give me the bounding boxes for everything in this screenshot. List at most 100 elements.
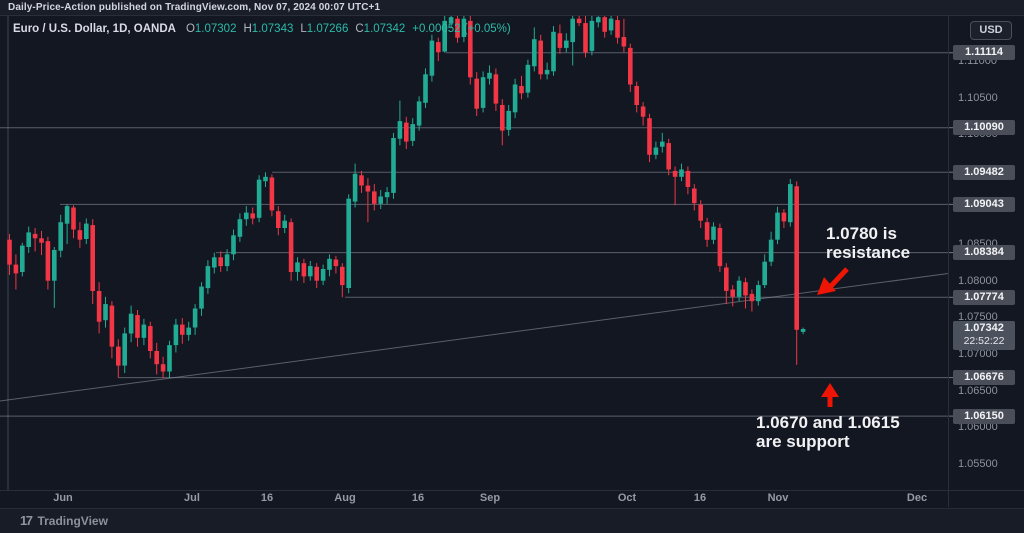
horizontal-price-lines[interactable] [0,52,956,417]
price-label-badge: 1.08384 [953,245,1015,261]
resistance-annotation[interactable]: 1.0780 is resistance [826,224,910,262]
candle-body [436,42,441,53]
candle-body [525,64,531,93]
candle-body [397,121,403,139]
candle-body [148,326,153,351]
y-axis-tick: 1.07000 [958,347,998,360]
candle-body [557,33,563,48]
candle-body [480,77,486,108]
candle-body [212,257,217,268]
candle-body [564,40,569,48]
candle-body [621,37,627,47]
candle-body [679,169,684,177]
candle-body [794,186,799,330]
candle-body [653,147,659,155]
resistance-annotation-line2: resistance [826,243,911,262]
candle-body [276,211,281,228]
candle-body [391,138,396,193]
y-axis-tick: 1.06500 [958,384,998,397]
ascending-trendline[interactable] [0,273,949,402]
y-axis-tick: 1.05500 [958,457,998,470]
support-arrow[interactable] [821,383,839,407]
candle-body [192,308,198,328]
candle-body [244,212,249,220]
time-axis[interactable]: Jun Jul 16 Aug 16 Sep Oct 16 Nov Dec [0,491,948,507]
candle-body [698,204,703,221]
candle-body [756,285,761,302]
candle-body [551,31,556,72]
candle-body [7,239,12,265]
candle-body [378,196,383,204]
candle-body [512,84,518,113]
ohlc-values: O1.07302 H1.07343 L1.07266 C1.07342 [186,23,412,35]
candle-body [615,20,620,38]
candle-body [455,18,460,38]
candle-body [39,238,44,243]
candle-body [288,222,294,272]
change-value: +0.00052 (+0.05%) [412,23,511,35]
symbol-title[interactable]: Euro / U.S. Dollar, 1D, OANDA [13,23,176,35]
y-axis-tick: 1.10500 [958,91,998,104]
candle-body [340,266,345,286]
candle-body [410,124,415,141]
price-scale[interactable]: 1.110001.105001.100001.085001.080001.075… [949,16,1024,490]
candle-body [333,259,339,267]
candle-body [135,315,140,338]
x-axis-label-16: 16 [411,492,425,504]
candle-body [308,266,313,277]
candle-body [589,20,595,51]
candle-body [749,293,755,302]
candle-body [20,245,25,272]
candle-body [263,176,268,182]
candle-body [743,282,748,296]
candle-body [685,170,691,187]
candle-body [173,324,179,346]
candle-body [634,86,639,105]
candle-body [423,74,428,103]
ohlc-field-H: H1.07343 [243,23,294,35]
candle-body [359,175,364,186]
support-annotation[interactable]: 1.0670 and 1.0615 are support [756,413,900,451]
symbol-legend[interactable]: Euro / U.S. Dollar, 1D, OANDA O1.07302 H1.… [13,23,511,35]
resistance-arrow[interactable] [817,267,849,295]
candle-body [269,177,275,211]
candle-body [45,241,51,281]
x-axis-label-Dec: Dec [906,492,928,504]
candle-body [461,18,467,37]
x-axis-label-16: 16 [260,492,274,504]
candle-body [506,110,511,130]
tradingview-logo-icon: 17 [20,513,33,528]
candle-body [724,267,729,291]
published-text: Daily-Price-Action published on TradingV… [8,2,381,13]
candle-body [628,47,633,85]
candle-body [77,230,83,240]
candle-body [84,223,89,239]
candle-body [58,222,63,251]
price-label-badge: 1.07774 [953,289,1015,305]
candle-body [474,78,479,109]
candle-body [372,191,377,204]
ohlc-field-O: O1.07302 [185,23,237,35]
candle-body [167,345,172,372]
candle-body [775,212,780,240]
x-axis-label-Sep: Sep [479,492,501,504]
candle-body [218,257,223,267]
candle-body [730,289,735,297]
candle-body [224,254,230,267]
candle-body [660,141,665,147]
candle-body [468,20,473,78]
ohlc-field-C: C1.07342 [355,23,406,35]
candle-body [781,212,787,222]
candle-body [640,106,646,117]
currency-unit-button[interactable]: USD [970,21,1012,40]
candle-body [282,220,287,228]
bar-countdown: 22:52:22 [963,335,1005,348]
candle-body [250,213,255,219]
current-price-badge: 1.07342 22:52:22 [953,321,1015,351]
candle-body [71,207,76,230]
candle-body [141,324,147,338]
candle-body [199,286,204,309]
tradingview-logo[interactable]: 17 TradingView [20,513,108,528]
candle-body [711,226,716,240]
